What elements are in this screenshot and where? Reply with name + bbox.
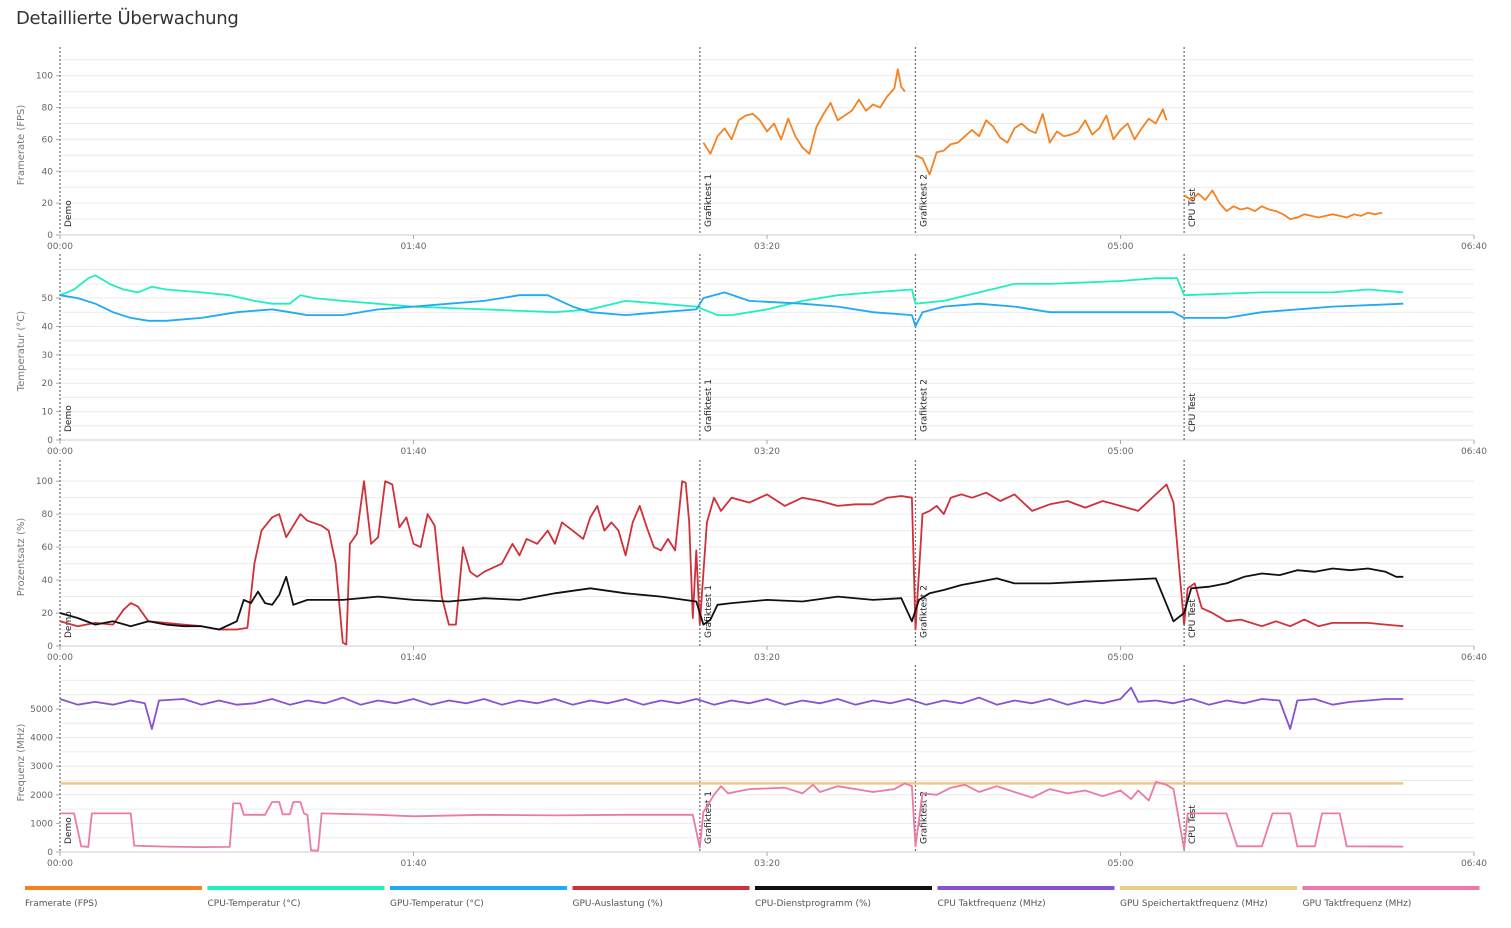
legend-label-gpu_clock: GPU Taktfrequenz (MHz) <box>1303 899 1412 909</box>
x-tick-label: 06:40 <box>1461 242 1487 252</box>
x-tick-label: 03:20 <box>754 859 780 869</box>
legend-label-gpu_temp: GPU-Temperatur (°C) <box>390 899 484 909</box>
x-tick-label: 05:00 <box>1108 447 1134 457</box>
y-tick-label: 0 <box>47 642 53 652</box>
marker-label: Grafiktest 2 <box>919 791 929 844</box>
y-tick-label: 40 <box>42 576 54 586</box>
y-tick-label: 80 <box>42 104 54 114</box>
series-line-fps <box>1183 189 1383 220</box>
x-tick-label: 06:40 <box>1461 447 1487 457</box>
y-axis-title: Frequenz (MHz) <box>16 723 27 801</box>
x-tick-label: 00:00 <box>47 653 73 663</box>
y-tick-label: 40 <box>42 167 54 177</box>
x-tick-label: 05:00 <box>1108 653 1134 663</box>
x-tick-label: 00:00 <box>47 859 73 869</box>
series-line-cpu_clock <box>59 686 1404 730</box>
legend-swatch-fps <box>25 886 202 890</box>
y-tick-label: 0 <box>47 231 53 241</box>
marker-label: CPU Test <box>1188 805 1198 844</box>
y-axis-title: Temperatur (°C) <box>16 311 27 392</box>
legend-label-cpu_util: CPU-Dienstprogramm (%) <box>755 899 871 909</box>
y-tick-label: 100 <box>36 72 53 82</box>
series-line-cpu_util <box>59 567 1404 631</box>
series-line-fps <box>702 68 906 155</box>
y-tick-label: 30 <box>42 351 54 361</box>
legend-swatch-cpu_clock <box>937 886 1115 890</box>
legend-label-gpu_mem_clock: GPU Speichertaktfrequenz (MHz) <box>1120 899 1268 909</box>
series-line-gpu_temp <box>59 291 1404 328</box>
y-tick-label: 20 <box>42 609 54 619</box>
x-tick-label: 01:40 <box>401 447 427 457</box>
y-tick-label: 20 <box>42 199 54 209</box>
x-tick-label: 03:20 <box>754 447 780 457</box>
x-tick-label: 01:40 <box>401 859 427 869</box>
y-tick-label: 0 <box>47 848 53 858</box>
x-tick-label: 05:00 <box>1108 859 1134 869</box>
legend-swatch-gpu_mem_clock <box>1120 886 1297 890</box>
series-line-fps <box>915 108 1168 176</box>
y-tick-label: 60 <box>42 135 54 145</box>
marker-label: Grafiktest 1 <box>704 174 714 227</box>
x-tick-label: 06:40 <box>1461 653 1487 663</box>
marker-label: CPU Test <box>1188 393 1198 432</box>
marker-label: Grafiktest 2 <box>919 379 929 432</box>
legend-swatch-gpu_temp <box>390 886 567 890</box>
x-tick-label: 01:40 <box>401 653 427 663</box>
y-tick-label: 100 <box>36 477 53 487</box>
y-tick-label: 1000 <box>30 819 53 829</box>
x-tick-label: 03:20 <box>754 242 780 252</box>
y-tick-label: 10 <box>42 408 54 418</box>
series-line-cpu_temp <box>59 274 1404 316</box>
y-tick-label: 60 <box>42 543 54 553</box>
marker-label: Demo <box>64 200 74 227</box>
marker-label: Grafiktest 1 <box>704 585 714 638</box>
y-tick-label: 40 <box>42 322 54 332</box>
marker-label: Demo <box>64 817 74 844</box>
series-line-gpu_load <box>59 480 1404 646</box>
y-axis-title: Framerate (FPS) <box>16 105 27 186</box>
y-tick-label: 80 <box>42 510 54 520</box>
y-tick-label: 20 <box>42 379 54 389</box>
y-tick-label: 0 <box>47 436 53 446</box>
y-axis-title: Prozentsatz (%) <box>16 518 27 597</box>
marker-label: Demo <box>64 405 74 432</box>
legend-label-cpu_temp: CPU-Temperatur (°C) <box>208 899 301 909</box>
series-line-gpu_clock <box>60 781 1404 852</box>
x-tick-label: 01:40 <box>401 242 427 252</box>
x-tick-label: 06:40 <box>1461 859 1487 869</box>
y-tick-label: 4000 <box>30 734 53 744</box>
x-tick-label: 00:00 <box>47 242 73 252</box>
legend-swatch-cpu_temp <box>207 886 385 890</box>
legend-swatch-cpu_util <box>755 886 932 890</box>
x-tick-label: 00:00 <box>47 447 73 457</box>
legend-swatch-gpu_load <box>572 886 750 890</box>
marker-label: Grafiktest 1 <box>704 379 714 432</box>
legend-label-cpu_clock: CPU Taktfrequenz (MHz) <box>938 899 1046 909</box>
legend-label-fps: Framerate (FPS) <box>25 899 98 909</box>
x-tick-label: 05:00 <box>1108 242 1134 252</box>
y-tick-label: 50 <box>42 294 54 304</box>
y-tick-label: 2000 <box>30 791 53 801</box>
marker-label: Grafiktest 1 <box>704 791 714 844</box>
page-title: Detaillierte Überwachung <box>16 8 239 29</box>
marker-label: Grafiktest 2 <box>919 585 929 638</box>
marker-label: Grafiktest 2 <box>919 174 929 227</box>
y-tick-label: 3000 <box>30 762 53 772</box>
marker-label: CPU Test <box>1188 188 1198 227</box>
y-tick-label: 5000 <box>30 705 53 715</box>
x-tick-label: 03:20 <box>754 653 780 663</box>
legend-label-gpu_load: GPU-Auslastung (%) <box>573 899 663 909</box>
marker-label: CPU Test <box>1188 599 1198 638</box>
legend-swatch-gpu_clock <box>1302 886 1480 890</box>
